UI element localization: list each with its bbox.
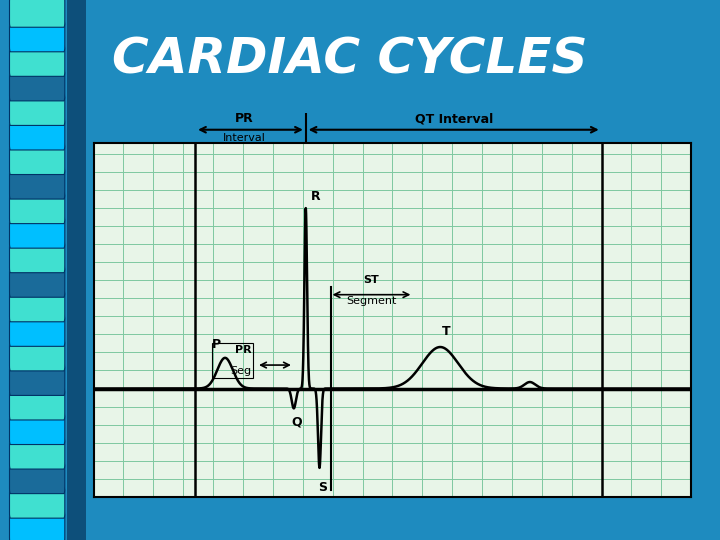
Text: PR: PR — [235, 345, 251, 355]
FancyBboxPatch shape — [9, 291, 65, 322]
FancyBboxPatch shape — [9, 340, 65, 371]
FancyBboxPatch shape — [9, 266, 65, 297]
Text: Seg: Seg — [230, 366, 251, 376]
FancyBboxPatch shape — [9, 45, 65, 76]
FancyBboxPatch shape — [9, 192, 65, 224]
FancyBboxPatch shape — [9, 315, 65, 346]
Text: P: P — [212, 338, 220, 350]
FancyBboxPatch shape — [9, 241, 65, 273]
Text: Interval: Interval — [223, 133, 266, 143]
Text: Q: Q — [292, 416, 302, 429]
FancyBboxPatch shape — [9, 94, 65, 125]
FancyBboxPatch shape — [9, 462, 65, 494]
FancyBboxPatch shape — [9, 389, 65, 420]
FancyBboxPatch shape — [9, 0, 65, 27]
Bar — [68, 0, 86, 540]
FancyBboxPatch shape — [9, 119, 65, 150]
Text: QT Interval: QT Interval — [415, 112, 492, 125]
FancyBboxPatch shape — [9, 70, 65, 101]
FancyBboxPatch shape — [9, 364, 65, 395]
FancyBboxPatch shape — [9, 487, 65, 518]
FancyBboxPatch shape — [9, 217, 65, 248]
Text: T: T — [442, 325, 451, 338]
Text: PR: PR — [235, 112, 254, 125]
FancyBboxPatch shape — [9, 511, 65, 540]
Text: CARDIAC CYCLES: CARDIAC CYCLES — [112, 36, 588, 83]
FancyBboxPatch shape — [9, 144, 65, 174]
FancyBboxPatch shape — [9, 414, 65, 444]
Text: R: R — [310, 190, 320, 202]
FancyBboxPatch shape — [9, 438, 65, 469]
Text: ST: ST — [364, 274, 379, 285]
FancyBboxPatch shape — [9, 168, 65, 199]
Text: Segment: Segment — [346, 296, 397, 307]
FancyBboxPatch shape — [9, 21, 65, 52]
Text: S: S — [318, 481, 327, 494]
